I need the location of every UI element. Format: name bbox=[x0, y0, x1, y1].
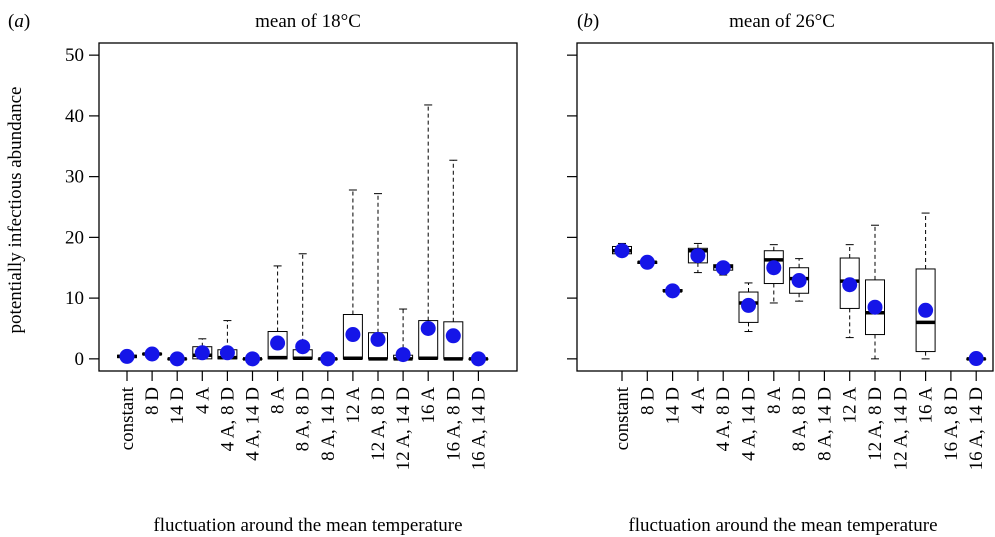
x-tick-label: 12 A, 14 D bbox=[393, 387, 414, 470]
x-tick-label: 16 A, 8 D bbox=[443, 387, 464, 461]
x-tick-label: 16 A, 14 D bbox=[468, 387, 489, 470]
y-tick-label: 20 bbox=[65, 227, 84, 248]
box-12 bbox=[418, 104, 439, 360]
mean-point-12 bbox=[918, 302, 934, 318]
x-tick-label: 8 D bbox=[142, 387, 163, 415]
y-tick-label: 10 bbox=[65, 288, 84, 309]
box-12 bbox=[915, 212, 936, 360]
mean-point-1 bbox=[144, 346, 160, 362]
panel-b-title: mean of 26°C bbox=[729, 11, 835, 32]
mean-point-0 bbox=[119, 348, 135, 364]
x-tick-label: 16 A bbox=[916, 387, 937, 424]
mean-point-1 bbox=[639, 254, 655, 270]
panel-a-title: mean of 18°C bbox=[255, 11, 361, 32]
panel-a-y-axis-label: potentially infectious abundance bbox=[5, 87, 26, 334]
box-10 bbox=[865, 224, 885, 360]
panel-b-y-axis bbox=[567, 54, 577, 360]
y-tick-label: 40 bbox=[65, 106, 84, 127]
x-tick-label: 8 A, 14 D bbox=[814, 387, 835, 461]
x-tick-label: constant bbox=[117, 386, 138, 450]
x-tick-label: 8 A bbox=[764, 387, 785, 414]
x-tick-label: 12 A, 8 D bbox=[368, 387, 389, 461]
panel-a-plot-frame bbox=[98, 42, 518, 372]
mean-point-7 bbox=[791, 272, 807, 288]
x-tick-label: 4 A, 8 D bbox=[713, 387, 734, 451]
mean-point-5 bbox=[245, 351, 260, 367]
y-tick-label: 50 bbox=[65, 45, 84, 66]
mean-point-8 bbox=[320, 351, 336, 367]
y-tick-label: 0 bbox=[75, 349, 85, 370]
mean-point-11 bbox=[395, 347, 411, 363]
mean-point-0 bbox=[614, 243, 630, 259]
x-tick-label: 8 A, 8 D bbox=[789, 387, 810, 451]
x-tick-label: 12 A bbox=[840, 387, 861, 424]
x-tick-label: 12 A bbox=[343, 387, 364, 424]
panel-a-means bbox=[119, 320, 486, 367]
panel-a-label: (a) bbox=[8, 11, 30, 32]
x-tick-label: 12 A, 14 D bbox=[890, 387, 911, 470]
mean-point-6 bbox=[270, 335, 286, 351]
mean-point-4 bbox=[219, 345, 235, 361]
x-tick-label: 16 A bbox=[418, 387, 439, 424]
mean-point-10 bbox=[867, 299, 883, 315]
x-tick-label: 4 A bbox=[192, 387, 213, 414]
box-6 bbox=[763, 244, 784, 304]
x-tick-label: 14 D bbox=[663, 387, 684, 424]
x-tick-label: 16 A, 14 D bbox=[966, 387, 987, 470]
mean-point-4 bbox=[715, 260, 731, 276]
mean-point-13 bbox=[445, 328, 461, 344]
mean-point-2 bbox=[665, 283, 681, 299]
mean-point-14 bbox=[968, 351, 984, 367]
x-tick-label: 14 D bbox=[167, 387, 188, 424]
x-tick-label: 4 A bbox=[688, 387, 709, 414]
mean-point-3 bbox=[690, 248, 706, 264]
mean-point-2 bbox=[169, 351, 185, 367]
x-tick-label: 12 A, 8 D bbox=[865, 387, 886, 461]
panel-b-x-axis-label: fluctuation around the mean temperature bbox=[628, 515, 937, 536]
panel-b-label: (b) bbox=[577, 11, 599, 32]
mean-point-9 bbox=[842, 277, 858, 293]
x-tick-label: constant bbox=[612, 386, 633, 450]
panel-a: (a) mean of 18°C potentially infectious … bbox=[5, 11, 518, 536]
panel-a-y-axis: 0 10 20 30 40 50 bbox=[65, 45, 99, 370]
mean-point-12 bbox=[420, 320, 436, 336]
mean-point-9 bbox=[345, 327, 361, 343]
x-tick-label: 8 D bbox=[637, 387, 658, 415]
mean-point-14 bbox=[470, 351, 486, 367]
panel-b: (b) mean of 26°C fluctuation around the … bbox=[567, 11, 994, 536]
x-tick-label: 8 A bbox=[268, 387, 289, 414]
x-tick-label: 8 A, 8 D bbox=[293, 387, 314, 451]
panel-a-x-axis-label: fluctuation around the mean temperature bbox=[153, 515, 462, 536]
panel-b-plot-frame bbox=[576, 42, 994, 372]
x-tick-label: 16 A, 8 D bbox=[941, 387, 962, 461]
mean-point-7 bbox=[295, 339, 311, 355]
x-tick-label: 4 A, 8 D bbox=[217, 387, 238, 451]
x-tick-label: 4 A, 14 D bbox=[739, 387, 760, 461]
y-tick-label: 30 bbox=[65, 167, 84, 188]
mean-point-6 bbox=[766, 260, 782, 276]
x-tick-label: 8 A, 14 D bbox=[318, 387, 339, 461]
x-tick-label: 4 A, 14 D bbox=[243, 387, 264, 461]
panel-b-means bbox=[614, 243, 984, 367]
mean-point-3 bbox=[194, 345, 210, 361]
mean-point-5 bbox=[741, 297, 756, 313]
panel-a-boxes bbox=[117, 104, 489, 361]
mean-point-10 bbox=[370, 331, 386, 347]
